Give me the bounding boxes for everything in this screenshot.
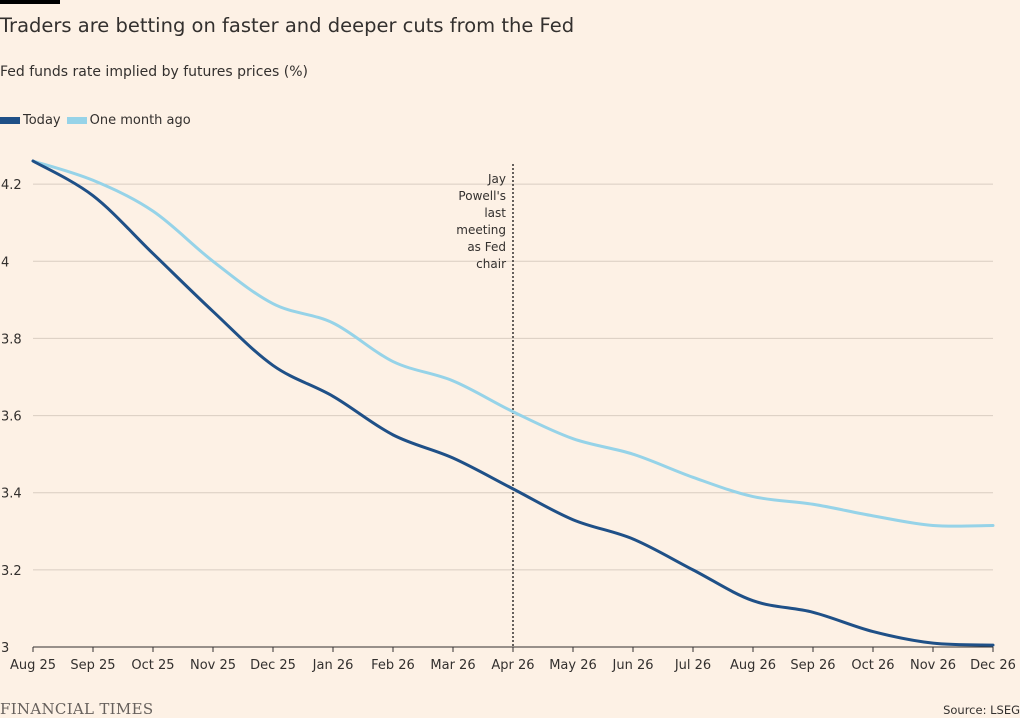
annotation-text: as Fed (467, 240, 506, 254)
chart-title: Traders are betting on faster and deeper… (0, 14, 575, 37)
x-tick-label: Feb 26 (371, 658, 415, 673)
x-tick-label: Jun 26 (612, 658, 654, 673)
x-tick-label: Apr 26 (491, 658, 534, 673)
x-tick-label: Dec 25 (250, 658, 296, 673)
annotation-text: Powell's (458, 189, 506, 203)
y-tick-label: 3.8 (1, 332, 22, 347)
x-tick-label: Jul 26 (674, 658, 711, 673)
y-tick-label: 3.4 (1, 487, 22, 502)
x-tick-label: Aug 26 (730, 658, 776, 673)
annotation-text: Jay (487, 172, 506, 186)
line-chart: 3 3.2 3.4 3.6 3.8 4 4.2 Aug 25 Sep 25 Oct 25 Nov 2… (1, 159, 1016, 673)
y-tick-label: 4 (1, 255, 9, 270)
source-note: Source: LSEG (943, 703, 1020, 717)
x-tick-label: Oct 25 (131, 658, 174, 673)
series-line-today (31, 159, 995, 647)
ft-logo: FINANCIAL TIMES (0, 700, 154, 718)
x-tick-label: May 26 (549, 658, 597, 673)
annotation-text: chair (476, 257, 506, 271)
legend-label-month-ago: One month ago (89, 113, 191, 128)
y-tick-label: 3.6 (1, 410, 22, 425)
x-tick-label: Sep 25 (70, 658, 115, 673)
annotation-text: meeting (456, 223, 506, 237)
y-tick-label: 3 (1, 641, 9, 656)
y-tick-label: 3.2 (1, 564, 22, 579)
y-tick-label: 4.2 (1, 178, 22, 193)
series-line-month-ago (31, 159, 995, 528)
header-accent-bar (0, 0, 60, 4)
x-tick-label: Jan 26 (312, 658, 354, 673)
annotation-text: last (484, 206, 506, 220)
legend: Today One month ago (0, 113, 197, 128)
legend-item-today: Today (0, 113, 61, 128)
x-tick-label: Mar 26 (430, 658, 475, 673)
chart-subtitle: Fed funds rate implied by futures prices… (0, 64, 308, 80)
x-tick-label: Aug 25 (10, 658, 56, 673)
legend-swatch-today (0, 117, 20, 124)
legend-label-today: Today (23, 113, 61, 128)
legend-swatch-month-ago (66, 117, 87, 124)
x-tick-label: Oct 26 (851, 658, 894, 673)
x-tick-label: Sep 26 (790, 658, 835, 673)
x-tick-label: Nov 26 (910, 658, 956, 673)
x-tick-label: Dec 26 (970, 658, 1016, 673)
legend-item-month-ago: One month ago (66, 113, 191, 128)
x-tick-label: Nov 25 (190, 658, 236, 673)
